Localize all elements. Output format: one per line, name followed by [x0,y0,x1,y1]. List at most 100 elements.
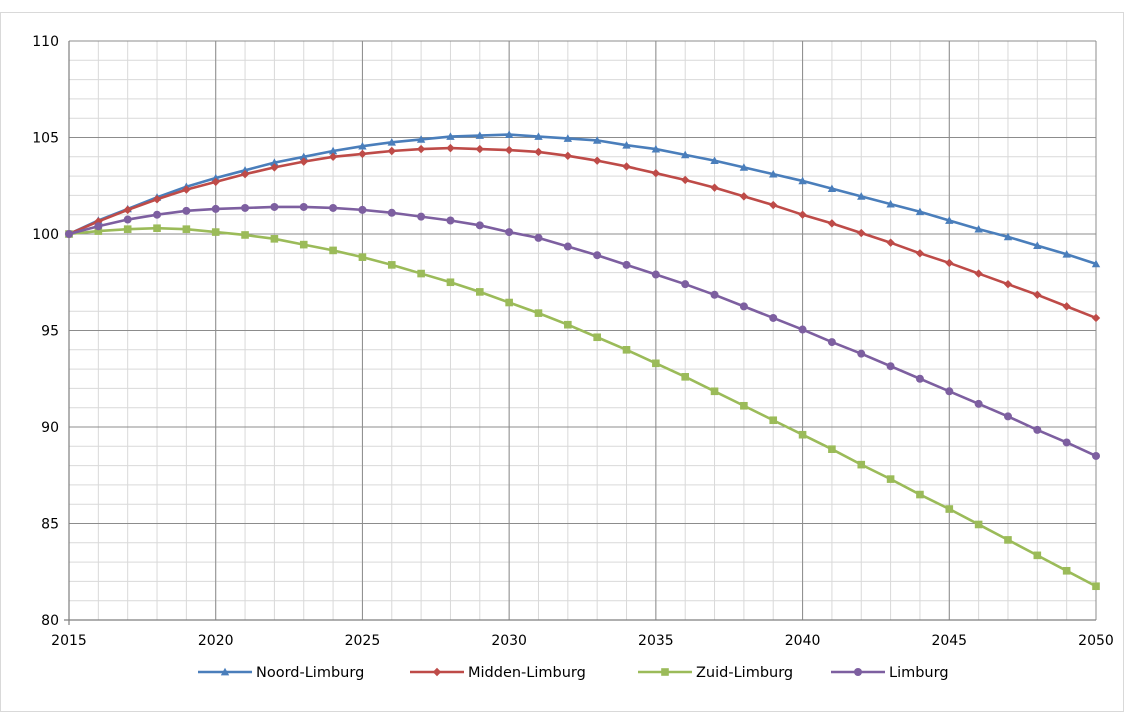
data-point-limburg [1092,451,1100,460]
data-point-midden-limburg [270,163,279,172]
data-point-zuid-limburg [945,505,954,513]
data-point-midden-limburg [827,219,837,228]
data-point-midden-limburg [563,151,573,161]
series-noord-limburg [64,130,1101,268]
data-point-zuid-limburg [1062,566,1071,575]
y-tick-label: 105 [32,131,59,147]
data-point-limburg [211,204,220,213]
data-point-zuid-limburg [652,359,660,368]
data-point-noord-limburg [651,144,661,153]
data-point-limburg [651,270,660,279]
data-point-limburg [622,260,631,269]
data-point-limburg [1003,412,1012,421]
data-point-noord-limburg [974,224,983,233]
data-point-zuid-limburg [710,387,719,396]
x-tick-label: 2025 [345,633,381,649]
x-tick-label: 2015 [51,633,87,649]
data-point-limburg [299,202,308,211]
data-point-zuid-limburg [358,253,367,261]
data-point-midden-limburg [915,249,925,258]
data-point-noord-limburg [622,141,631,149]
data-point-noord-limburg [1062,250,1071,258]
data-point-midden-limburg [211,177,220,187]
data-point-limburg [446,216,455,225]
data-point-midden-limburg [739,192,749,201]
legend-label-noord-limburg: Noord-Limburg [256,665,364,681]
data-point-zuid-limburg [446,278,455,287]
data-point-midden-limburg [299,157,308,166]
data-point-midden-limburg [504,145,514,155]
x-tick-label: 2020 [198,633,234,649]
data-point-limburg [886,362,895,371]
data-point-noord-limburg [798,176,807,185]
data-point-noord-limburg [857,192,866,200]
data-point-noord-limburg [1033,241,1042,249]
legend-item-noord-limburg: Noord-Limburg [198,665,364,681]
data-point-noord-limburg [681,150,690,159]
data-point-limburg [505,228,514,237]
data-point-limburg [65,230,73,238]
series-midden-limburg [64,143,1101,323]
data-point-midden-limburg [416,144,426,154]
data-point-limburg [1062,438,1071,447]
data-point-zuid-limburg [916,490,924,499]
data-point-noord-limburg [328,146,338,155]
y-axis-tick-labels: 80 85 90 95 100 105 110 [32,34,59,629]
data-point-zuid-limburg [505,298,513,307]
data-point-midden-limburg [945,258,954,268]
data-point-noord-limburg [270,158,279,166]
x-axis-tick-labels: 2015 2020 2025 2030 2035 2040 2045 2050 [51,633,1114,649]
data-point-midden-limburg [534,147,543,157]
data-point-midden-limburg [857,228,866,238]
data-point-zuid-limburg [974,520,983,529]
data-point-midden-limburg [123,205,132,215]
data-point-midden-limburg [798,210,807,219]
data-point-noord-limburg [534,132,543,140]
data-point-midden-limburg [592,156,602,165]
x-tick-label: 2050 [1078,633,1114,649]
series-limburg [65,202,1100,460]
x-tick-label: 2045 [931,633,967,649]
data-point-midden-limburg [358,149,367,159]
data-point-midden-limburg [1091,313,1101,323]
data-point-limburg [563,242,572,251]
data-point-zuid-limburg [769,416,778,425]
data-point-midden-limburg [622,162,631,171]
data-point-midden-limburg [446,143,455,153]
data-point-limburg [1033,425,1042,434]
data-point-midden-limburg [240,169,250,179]
legend-label-midden-limburg: Midden-Limburg [468,665,586,681]
data-point-midden-limburg [1033,290,1042,299]
data-point-zuid-limburg [299,240,308,249]
legend-marker-limburg [854,668,862,676]
data-point-limburg [769,313,778,322]
axes [64,41,1096,625]
data-point-noord-limburg [504,130,514,138]
data-point-midden-limburg [328,152,338,161]
data-point-midden-limburg [681,175,690,185]
data-point-limburg [329,203,338,212]
y-tick-label: 95 [41,324,59,340]
data-point-limburg [153,210,162,219]
data-point-zuid-limburg [211,228,220,236]
legend-item-zuid-limburg: Zuid-Limburg [638,665,793,681]
data-point-midden-limburg [387,146,396,156]
data-point-limburg [270,202,279,211]
legend: Noord-Limburg Midden-Limburg Zuid-Limburg L… [198,665,949,681]
series-line-limburg [68,205,1097,458]
x-tick-label: 2040 [785,633,821,649]
legend-label-zuid-limburg: Zuid-Limburg [696,665,793,681]
series-line-midden-limburg [68,146,1097,320]
data-point-noord-limburg [387,138,396,146]
data-point-midden-limburg [475,144,484,154]
data-point-midden-limburg [710,183,719,192]
data-point-zuid-limburg [476,288,484,296]
data-point-zuid-limburg [387,261,396,269]
data-point-noord-limburg [592,136,602,144]
data-point-zuid-limburg [622,346,631,354]
chart-frame: 2015 2020 2025 2030 2035 2040 2045 2050 80 85 90 9… [0,12,1124,712]
y-tick-label: 100 [32,227,59,243]
data-point-midden-limburg [152,195,162,204]
data-point-midden-limburg [769,200,778,210]
legend-marker-noord-limburg [220,667,230,676]
